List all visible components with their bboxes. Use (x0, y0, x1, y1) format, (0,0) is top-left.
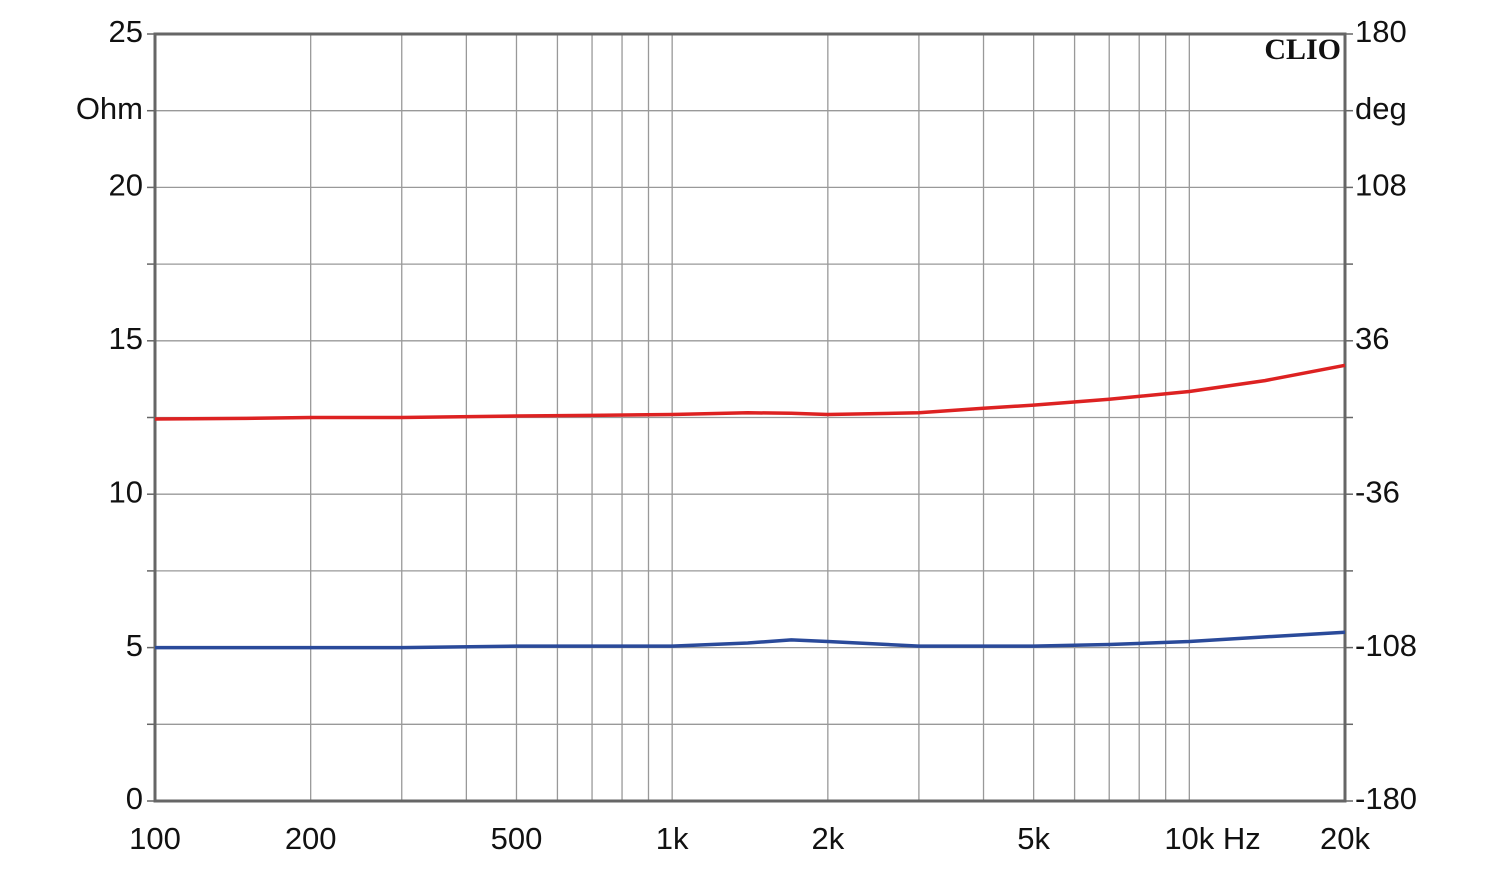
y-tick-label: 15 (109, 321, 143, 356)
y2-tick-label: 36 (1355, 321, 1389, 356)
x-tick-label: 10k Hz (1164, 821, 1260, 856)
y-tick-label: 10 (109, 474, 143, 509)
x-tick-label: 200 (285, 821, 337, 856)
x-tick-label: 1k (656, 821, 689, 856)
x-tick-label: 2k (811, 821, 844, 856)
series-line (155, 630, 1346, 650)
y-axis-label: Ohm (76, 91, 143, 126)
y-tick-label: 25 (109, 14, 143, 49)
y-tick-label: 5 (126, 628, 143, 663)
y2-axis-label: deg (1355, 91, 1407, 126)
x-tick-label: 20k (1320, 821, 1370, 856)
x-tick-label: 100 (129, 821, 181, 856)
series-line (154, 363, 1346, 421)
y2-tick-label: -180 (1355, 781, 1417, 816)
y2-tick-label: -36 (1355, 474, 1400, 509)
y2-tick-label: 180 (1355, 14, 1407, 49)
y2-tick-label: 108 (1355, 168, 1407, 203)
y-tick-label: 20 (109, 168, 143, 203)
x-tick-label: 500 (491, 821, 543, 856)
y-tick-label: 0 (126, 781, 143, 816)
x-tick-label: 5k (1017, 821, 1050, 856)
watermark: CLIO (1264, 33, 1341, 66)
y2-tick-label: -108 (1355, 628, 1417, 663)
